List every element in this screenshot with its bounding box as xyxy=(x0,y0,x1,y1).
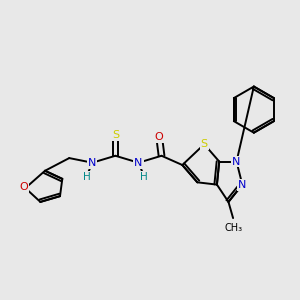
Text: O: O xyxy=(20,182,28,192)
Text: N: N xyxy=(134,158,142,168)
Text: N: N xyxy=(232,157,241,166)
Text: H: H xyxy=(83,172,90,182)
Text: S: S xyxy=(201,139,208,149)
Text: N: N xyxy=(238,180,247,190)
Text: H: H xyxy=(140,172,148,182)
Text: CH₃: CH₃ xyxy=(224,223,242,233)
Text: O: O xyxy=(155,132,164,142)
Text: S: S xyxy=(112,130,119,140)
Text: N: N xyxy=(88,158,97,168)
